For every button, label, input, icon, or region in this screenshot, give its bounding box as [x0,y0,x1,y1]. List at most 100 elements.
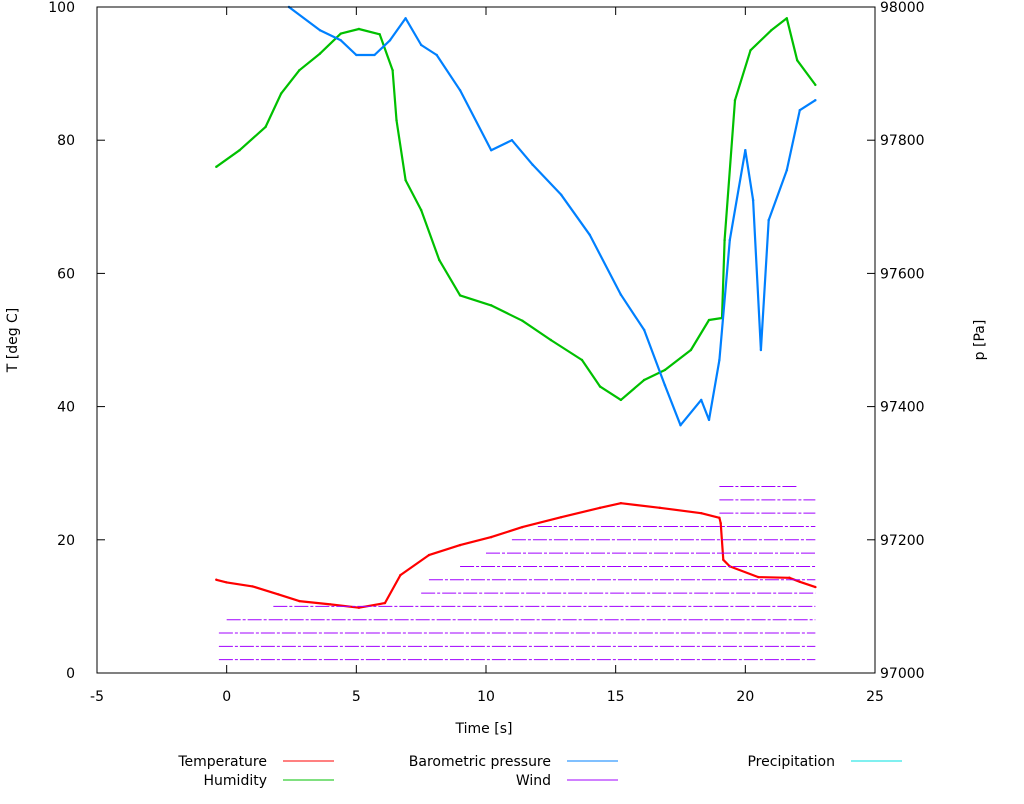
barometric-pressure-point [700,398,703,402]
temperature-point [427,553,431,557]
barometric-pressure-point [404,17,407,20]
temperature-point [700,511,703,515]
humidity-point [796,59,799,62]
humidity-point [723,238,726,242]
x-tick-label: 15 [607,689,625,705]
plot-frame [96,6,876,674]
temperature-point [277,593,280,596]
barometric-pressure-point [458,89,462,92]
y2-tick-label: 97800 [880,133,925,149]
temperature-point [598,506,602,510]
temperature-point [788,576,791,579]
y-axis-label: T [deg C] [5,308,21,374]
temperature-point [357,606,361,609]
barometric-pressure-point [663,384,667,387]
temperature-point [718,516,721,520]
barometric-pressure-point [707,418,711,422]
barometric-pressure-point [718,358,721,362]
y2-tick-label: 97000 [880,666,925,682]
humidity-point [419,208,423,212]
humidity-point [663,368,667,372]
barometric-pressure-point [560,193,563,197]
axis-ticks: -5 0 5 10 15 20 25 0 20 40 60 80 100 97000 97200 97400 9… [48,0,924,705]
y-tick-label: 80 [57,133,75,149]
barometric-pressure-point [728,238,731,242]
humidity-point [339,32,342,35]
temperature-point [383,601,387,605]
humidity-point [391,69,394,72]
humidity-point [521,319,524,322]
barometric-pressure-point [679,424,682,427]
humidity-point [458,294,462,297]
humidity-point [489,304,493,307]
x-tick-label: 25 [866,689,884,705]
barometric-pressure-point [759,348,763,352]
humidity-point [279,92,283,95]
humidity-point [689,348,693,352]
temperature-point [225,581,228,584]
x-axis-label: Time [s] [455,721,513,737]
barometric-pressure-point [814,99,817,102]
x-tick-label: 10 [477,689,495,705]
y2-tick-label: 97400 [880,400,925,416]
barometric-pressure-point [767,218,770,222]
barometric-pressure-point [419,43,423,47]
humidity-point [619,398,623,402]
humidity-point [549,338,553,342]
temperature-line [216,502,816,609]
humidity-point [770,29,773,32]
humidity-point [378,33,381,36]
barometric-pressure-point [798,109,801,112]
humidity-point [438,258,441,262]
humidity-line [215,17,817,401]
humidity-point [264,125,267,129]
temperature-point [215,578,218,581]
barometric-pressure-point [489,148,493,152]
temperature-point [719,521,722,525]
temperature-point [251,585,254,588]
humidity-point [298,69,301,72]
y2-tick-label: 98000 [880,0,925,16]
legend: Temperature Humidity Barometric pressure Wi… [177,754,902,789]
legend-label: Wind [516,773,551,789]
temperature-point [798,580,801,583]
humidity-point [357,27,361,31]
humidity-point [318,52,322,55]
barometric-pressure-point [785,168,789,172]
legend-label: Temperature [177,754,267,770]
y2-axis-label: p [Pa] [972,320,988,361]
y2-tick-label: 97600 [880,266,925,282]
barometric-pressure-point [435,53,438,57]
temperature-point [489,535,493,539]
temperature-point [560,515,563,519]
temperature-point [814,585,817,589]
barometric-pressure-line [288,6,816,427]
temperature-point [521,525,524,529]
barometric-pressure-point [355,53,358,57]
barometric-pressure-point [642,328,646,332]
y-tick-label: 60 [57,266,75,282]
humidity-point [215,165,218,169]
x-tick-label: 0 [222,689,231,705]
y-tick-label: 40 [57,400,75,416]
humidity-point [707,318,711,322]
barometric-pressure-point [339,39,342,42]
humidity-point [733,99,737,102]
legend-label: Barometric pressure [409,754,551,770]
legend-label: Precipitation [747,754,835,770]
y-tick-label: 20 [57,533,75,549]
x-tick-label: -5 [90,689,104,705]
barometric-pressure-point [588,233,591,236]
humidity-point [814,83,817,87]
y-tick-label: 100 [48,0,75,16]
legend-label: Humidity [204,773,267,789]
humidity-point [238,148,241,152]
temperature-point [658,506,661,510]
humidity-point [580,358,584,362]
temperature-point [298,599,301,603]
temperature-point [619,501,623,505]
plot-marks [215,5,817,661]
humidity-point [598,385,602,388]
temperature-point [722,558,725,561]
